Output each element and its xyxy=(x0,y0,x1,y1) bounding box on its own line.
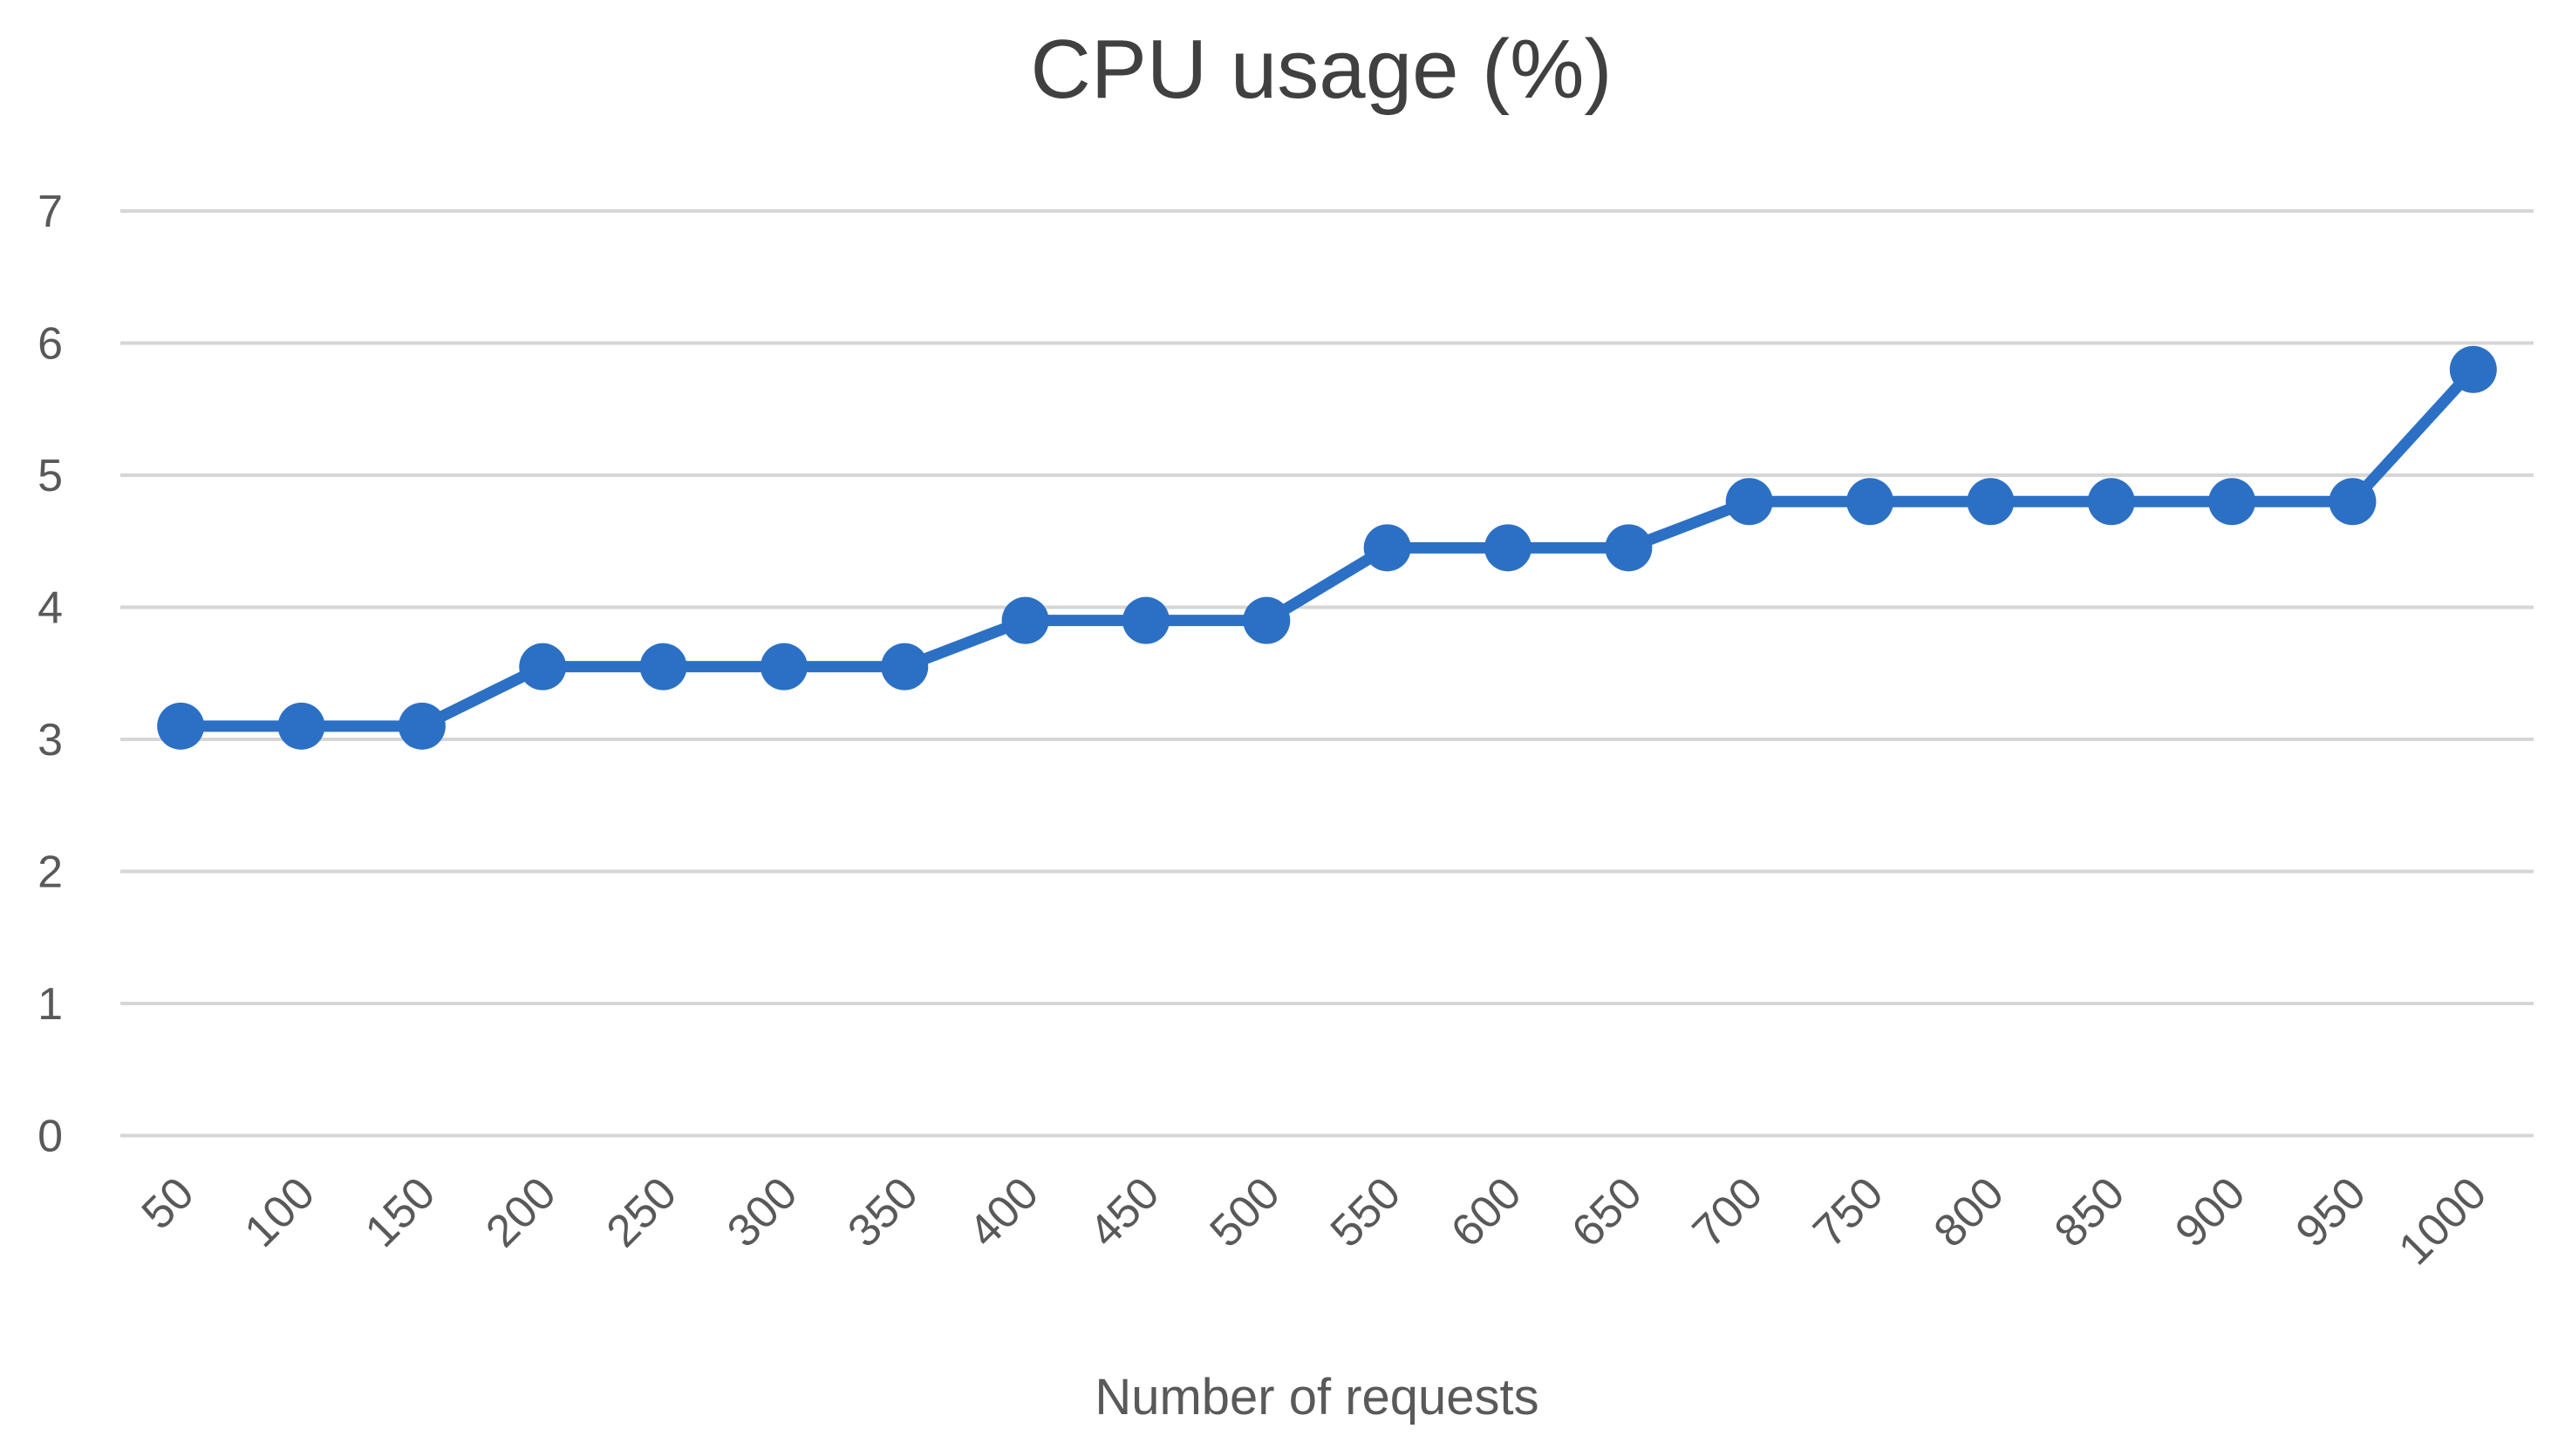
data-point-marker xyxy=(1243,596,1291,644)
data-point-marker xyxy=(1001,596,1049,644)
x-tick-label: 500 xyxy=(1200,1167,1289,1256)
y-tick-label: 5 xyxy=(38,451,63,501)
x-axis-tick-labels: 50 100 150 200 250 300 350 400 450 500 550 600 650 70… xyxy=(133,1167,2497,1275)
data-point-marker xyxy=(157,702,205,750)
data-point-marker xyxy=(1846,478,1894,526)
data-point-marker xyxy=(2449,345,2497,393)
data-point-marker xyxy=(2087,478,2135,526)
x-tick-label: 400 xyxy=(959,1167,1048,1256)
chart-title: CPU usage (%) xyxy=(1031,23,1613,116)
data-point-marker xyxy=(1122,596,1170,644)
x-tick-label: 200 xyxy=(476,1167,565,1256)
x-tick-label: 250 xyxy=(597,1167,686,1256)
x-tick-label: 1000 xyxy=(2389,1167,2496,1275)
y-tick-label: 1 xyxy=(38,979,63,1030)
data-point-marker xyxy=(639,643,687,691)
x-tick-label: 850 xyxy=(2045,1167,2134,1256)
x-tick-label: 150 xyxy=(356,1167,445,1256)
y-tick-label: 7 xyxy=(38,187,63,237)
data-point-marker xyxy=(1605,524,1653,572)
x-tick-label: 100 xyxy=(235,1167,324,1256)
data-point-marker xyxy=(277,702,325,750)
x-tick-label: 800 xyxy=(1925,1167,2014,1256)
data-point-marker xyxy=(1725,478,1773,526)
data-point-marker xyxy=(519,643,567,691)
data-point-marker xyxy=(1967,478,2015,526)
x-tick-label: 350 xyxy=(838,1167,927,1256)
x-tick-label: 900 xyxy=(2166,1167,2254,1256)
x-axis-title: Number of requests xyxy=(1095,1369,1538,1425)
x-tick-label: 650 xyxy=(1562,1167,1651,1256)
data-point-marker xyxy=(398,702,446,750)
data-point-marker xyxy=(760,643,808,691)
y-tick-label: 6 xyxy=(38,319,63,370)
data-point-marker xyxy=(881,643,929,691)
y-tick-label: 0 xyxy=(38,1112,63,1162)
x-tick-label: 950 xyxy=(2287,1167,2376,1256)
x-tick-label: 700 xyxy=(1683,1167,1772,1256)
data-point-marker xyxy=(2329,478,2377,526)
y-tick-label: 4 xyxy=(38,583,63,634)
data-point-marker xyxy=(1484,524,1532,572)
x-tick-label: 750 xyxy=(1804,1167,1893,1256)
x-tick-label: 300 xyxy=(718,1167,807,1256)
x-tick-label: 50 xyxy=(133,1167,204,1239)
x-tick-label: 450 xyxy=(1080,1167,1169,1256)
y-tick-label: 2 xyxy=(38,847,63,898)
data-point-marker xyxy=(1363,524,1411,572)
x-tick-label: 550 xyxy=(1321,1167,1410,1256)
gridlines-group xyxy=(120,209,2534,1138)
data-point-marker xyxy=(2208,478,2256,526)
y-axis-tick-labels: 0 1 2 3 4 5 6 7 xyxy=(38,187,63,1162)
x-tick-label: 600 xyxy=(1442,1167,1531,1256)
y-tick-label: 3 xyxy=(38,715,63,765)
data-point-markers xyxy=(157,345,2497,750)
